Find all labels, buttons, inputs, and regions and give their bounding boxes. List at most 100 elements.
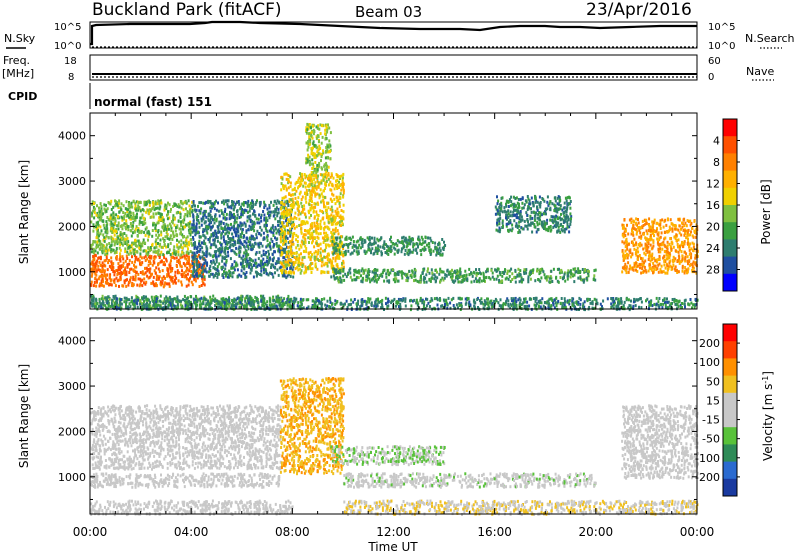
- power-cell: [518, 296, 521, 300]
- power-cell: [181, 304, 184, 308]
- power-cell: [234, 264, 237, 268]
- power-cell: [200, 306, 203, 310]
- power-cell: [149, 300, 152, 304]
- power-cell: [160, 250, 163, 254]
- power-cell: [301, 172, 303, 176]
- power-cell: [174, 274, 177, 278]
- power-cell: [514, 306, 517, 310]
- power-cell: [615, 305, 618, 309]
- power-cell: [248, 209, 251, 213]
- power-cell: [114, 219, 117, 223]
- power-cell: [326, 255, 329, 258]
- power-cell: [298, 192, 301, 196]
- power-cell: [627, 298, 630, 302]
- power-cell: [466, 298, 469, 301]
- power-cell: [99, 282, 102, 286]
- power-cell: [290, 193, 292, 197]
- power-cell: [135, 208, 138, 212]
- power-cell: [224, 249, 227, 253]
- power-cell: [275, 299, 278, 303]
- power-cell: [272, 295, 275, 299]
- power-cell: [323, 221, 326, 225]
- power-cell: [238, 302, 241, 306]
- power-cell: [136, 283, 139, 287]
- power-cell: [305, 189, 308, 192]
- power-cell: [177, 219, 180, 223]
- power-cell: [184, 213, 187, 216]
- power-cell: [320, 181, 323, 185]
- power-cell: [325, 176, 328, 180]
- power-cell: [181, 202, 184, 206]
- power-cell: [305, 298, 308, 302]
- power-cell: [310, 193, 313, 197]
- power-cell: [321, 302, 324, 306]
- power-cell: [546, 300, 549, 304]
- power-cell: [117, 202, 120, 206]
- power-cell: [101, 306, 104, 310]
- power-cell: [185, 274, 188, 278]
- power-cell: [324, 182, 327, 186]
- power-cell: [659, 303, 662, 307]
- power-cell: [284, 210, 287, 214]
- power-cell: [309, 173, 311, 177]
- power-cell: [281, 304, 284, 308]
- power-cell: [198, 306, 201, 310]
- power-cell: [247, 244, 250, 248]
- power-cell: [490, 302, 493, 306]
- power-cell: [189, 263, 192, 267]
- power-cell: [113, 243, 116, 247]
- power-cell: [141, 278, 144, 282]
- power-cell: [318, 144, 321, 148]
- power-cell: [330, 266, 333, 270]
- power-cell: [324, 168, 327, 172]
- power-cell: [319, 219, 322, 223]
- power-cell: [134, 276, 137, 280]
- power-cell: [381, 298, 384, 302]
- power-cell: [132, 214, 135, 217]
- power-cell: [277, 229, 279, 233]
- power-cell: [240, 262, 242, 266]
- power-cell: [224, 216, 227, 220]
- power-cell: [289, 204, 292, 208]
- power-cell: [222, 276, 225, 279]
- power-cell: [103, 226, 106, 230]
- power-cell: [159, 294, 162, 298]
- power-cell: [333, 217, 336, 221]
- power-cell: [281, 202, 284, 206]
- power-cell: [173, 304, 176, 308]
- power-cell: [307, 174, 310, 178]
- power-cell: [320, 200, 323, 204]
- power-cell: [447, 296, 450, 300]
- power-cell: [185, 238, 188, 242]
- power-cell: [110, 217, 113, 221]
- power-cell: [140, 229, 143, 233]
- power-cell: [151, 207, 154, 211]
- power-cell: [506, 297, 509, 301]
- power-cell: [183, 275, 186, 279]
- power-cell: [420, 242, 423, 246]
- power-cell: [234, 202, 237, 206]
- power-cell: [104, 210, 107, 214]
- power-cell: [279, 301, 282, 305]
- power-cell: [102, 284, 105, 288]
- power-cell: [309, 179, 312, 182]
- power-cell: [282, 221, 285, 225]
- power-cell: [459, 296, 461, 300]
- power-cell: [304, 240, 307, 244]
- power-cell: [281, 196, 284, 200]
- power-cell: [166, 217, 169, 221]
- power-cell: [284, 242, 287, 246]
- power-cell: [168, 263, 171, 267]
- power-cell: [330, 222, 333, 226]
- power-cell: [316, 150, 319, 154]
- power-cell: [317, 243, 320, 247]
- power-cell: [276, 214, 279, 218]
- power-cell: [286, 223, 289, 227]
- power-cell: [281, 206, 284, 210]
- power-cell: [181, 233, 184, 237]
- power-cell: [207, 225, 210, 229]
- power-cell: [460, 297, 463, 301]
- power-cell: [185, 241, 188, 245]
- power-cell: [137, 207, 140, 211]
- power-cell: [282, 224, 285, 228]
